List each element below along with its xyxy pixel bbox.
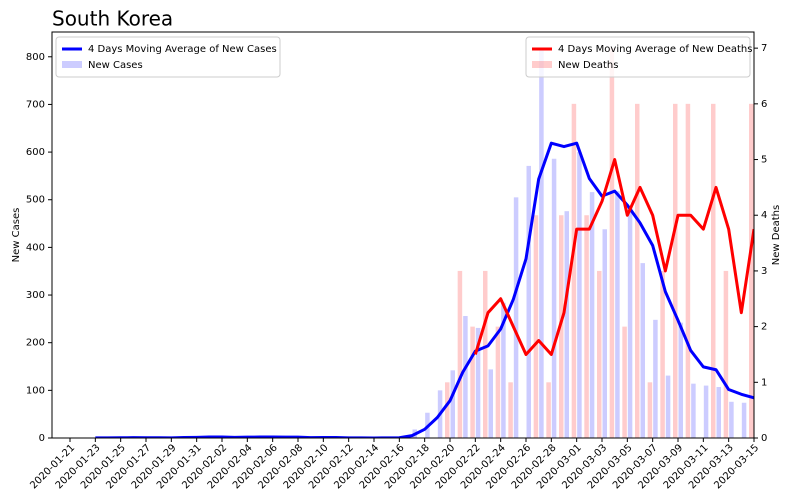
legend-label: 4 Days Moving Average of New Deaths bbox=[558, 44, 752, 55]
bar bbox=[755, 400, 760, 438]
bar bbox=[678, 322, 683, 438]
bar bbox=[635, 103, 640, 438]
bar bbox=[723, 270, 729, 438]
bar bbox=[501, 302, 506, 438]
y-tick-label: 200 bbox=[26, 338, 45, 349]
y-tick-label: 600 bbox=[26, 147, 45, 158]
y-tick-label: 300 bbox=[26, 290, 45, 301]
bar bbox=[673, 103, 678, 438]
line bbox=[95, 141, 754, 438]
bar bbox=[577, 152, 582, 438]
y2-tick-label: 5 bbox=[761, 155, 767, 166]
line bbox=[473, 158, 754, 356]
legend-label: 4 Days Moving Average of New Cases bbox=[88, 44, 277, 55]
bar bbox=[653, 319, 658, 438]
bar bbox=[660, 270, 665, 438]
bar bbox=[445, 382, 450, 438]
legend-label: New Cases bbox=[88, 60, 143, 71]
bar bbox=[551, 158, 557, 438]
y2-tick-label: 2 bbox=[761, 322, 767, 333]
y2-tick-label: 0 bbox=[761, 433, 767, 444]
y2-tick-label: 4 bbox=[761, 210, 767, 221]
bar bbox=[609, 48, 615, 438]
bar bbox=[571, 103, 577, 438]
bar bbox=[729, 401, 734, 438]
y-tick-label: 400 bbox=[26, 242, 45, 253]
y-tick-label: 700 bbox=[26, 99, 45, 110]
bar bbox=[463, 316, 468, 438]
plot bbox=[95, 48, 760, 438]
y2-axis-label: New Deaths bbox=[771, 205, 782, 265]
legend-swatch bbox=[62, 61, 82, 68]
y-axis-label: New Cases bbox=[11, 208, 22, 263]
y2-tick-label: 3 bbox=[761, 266, 767, 277]
bar bbox=[546, 382, 551, 438]
bar bbox=[749, 103, 754, 438]
plot-frame bbox=[51, 31, 755, 439]
bar bbox=[584, 215, 589, 438]
bar bbox=[457, 270, 463, 438]
bar bbox=[640, 263, 645, 438]
bar bbox=[564, 211, 569, 438]
bar bbox=[665, 375, 671, 438]
y-tick-label: 500 bbox=[26, 195, 45, 206]
bar bbox=[627, 207, 633, 438]
bar bbox=[711, 103, 716, 438]
bar bbox=[495, 326, 501, 438]
bar bbox=[533, 215, 539, 438]
bar bbox=[597, 270, 602, 438]
y2-tick-label: 7 bbox=[761, 43, 767, 54]
bar bbox=[483, 270, 488, 438]
bar bbox=[647, 382, 653, 438]
bar bbox=[622, 326, 627, 438]
bar bbox=[488, 369, 493, 438]
legend-box bbox=[55, 36, 281, 78]
chart-title: South Korea bbox=[52, 7, 173, 31]
bar bbox=[602, 229, 607, 438]
bar bbox=[526, 165, 531, 438]
y2-tick-label: 1 bbox=[761, 377, 767, 388]
bar bbox=[539, 50, 544, 438]
bar bbox=[470, 326, 475, 438]
y2-tick-label: 6 bbox=[761, 99, 767, 110]
bar bbox=[589, 192, 595, 438]
bar bbox=[685, 103, 691, 438]
legend-label: New Deaths bbox=[558, 60, 618, 71]
bar bbox=[508, 382, 513, 438]
bar bbox=[450, 370, 455, 438]
bar bbox=[703, 385, 709, 438]
y-tick-label: 800 bbox=[26, 52, 45, 63]
bar bbox=[716, 387, 721, 438]
legend-box bbox=[525, 36, 751, 78]
legend-swatch bbox=[532, 61, 552, 68]
bar bbox=[475, 327, 481, 438]
bar bbox=[691, 383, 696, 438]
bar bbox=[615, 191, 620, 438]
y-tick-label: 100 bbox=[26, 385, 45, 396]
bar bbox=[741, 402, 747, 438]
y-tick-label: 0 bbox=[39, 433, 45, 444]
bar bbox=[513, 197, 519, 438]
